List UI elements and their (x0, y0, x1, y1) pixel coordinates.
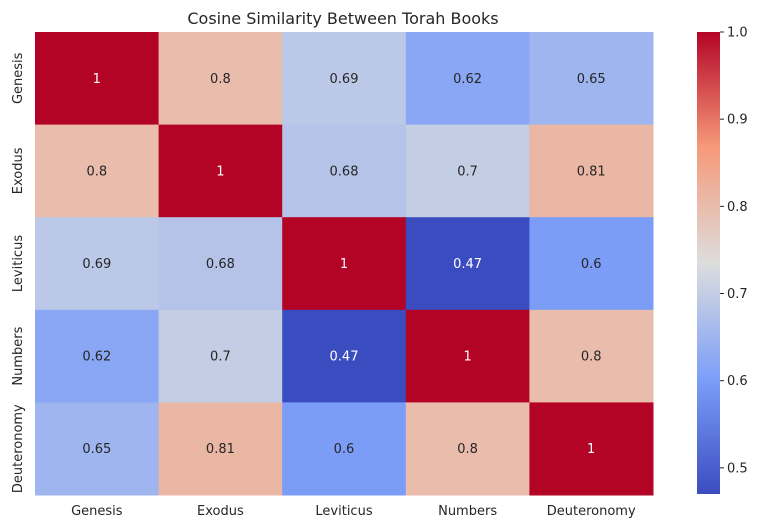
heatmap-cell (158, 217, 283, 311)
x-tick-label: Numbers (438, 504, 497, 519)
x-tick-label: Exodus (197, 504, 244, 519)
heatmap-cell (529, 309, 654, 403)
cell-value-label: 0.47 (453, 257, 482, 272)
heatmap-cell (282, 309, 407, 403)
y-tick-label: Deuteronomy (11, 404, 26, 493)
colorbar: 0.5 0.6 0.7 0.8 0.9 1.0 (697, 26, 748, 494)
cell-value-label: 0.8 (86, 164, 107, 179)
cell-value-label: 0.8 (210, 72, 231, 87)
heatmap-cell (405, 32, 530, 126)
cell-value-label: 0.81 (577, 164, 606, 179)
cell-value-label: 1 (463, 350, 471, 365)
colorbar-gradient (697, 32, 720, 494)
colorbar-tick-label: 0.5 (727, 461, 748, 476)
heatmap-cell (282, 124, 407, 218)
cell-value-label: 0.6 (334, 442, 355, 457)
heatmap-cell (282, 217, 407, 311)
cell-value-label: 0.69 (330, 72, 359, 87)
cell-value-label: 0.7 (210, 350, 231, 365)
cell-value-label: 0.65 (577, 72, 606, 87)
heatmap-cell (529, 402, 654, 496)
x-tick-label: Deuteronomy (547, 504, 636, 519)
y-tick-label: Leviticus (11, 235, 26, 292)
y-axis-ticks: Genesis Exodus Leviticus Numbers Deuteronomy (11, 52, 26, 493)
cell-value-label: 1 (93, 72, 101, 87)
cell-value-label: 1 (340, 257, 348, 272)
heatmap-cell (35, 309, 160, 403)
heatmap-cell (158, 32, 283, 126)
colorbar-tick-label: 0.8 (727, 200, 748, 215)
cell-value-label: 0.8 (581, 350, 602, 365)
cell-value-label: 0.69 (82, 257, 111, 272)
heatmap-cell (35, 217, 160, 311)
cell-value-label: 1 (216, 164, 224, 179)
cell-value-label: 0.62 (82, 350, 111, 365)
cell-value-label: 0.47 (330, 350, 359, 365)
heatmap-cell (158, 309, 283, 403)
heatmap-cell (529, 32, 654, 126)
y-tick-label: Exodus (11, 147, 26, 194)
heatmap-cell (158, 402, 283, 496)
colorbar-tick-label: 0.6 (727, 374, 748, 389)
heatmap-cell (35, 402, 160, 496)
cell-value-label: 0.6 (581, 257, 602, 272)
cell-value-label: 0.7 (457, 164, 478, 179)
cell-value-label: 0.65 (82, 442, 111, 457)
x-axis-ticks: Genesis Exodus Leviticus Numbers Deuteronomy (71, 504, 636, 519)
colorbar-tick-label: 0.7 (727, 287, 748, 302)
cell-value-label: 0.62 (453, 72, 482, 87)
cell-value-label: 1 (587, 442, 595, 457)
y-tick-label: Genesis (11, 52, 26, 104)
heatmap-cell (405, 309, 530, 403)
colorbar-tick-label: 1.0 (727, 26, 748, 41)
x-tick-label: Leviticus (315, 504, 372, 519)
heatmap-cells: 1 0.8 0.69 0.62 0.650.8 1 0.68 0.7 0.810.69 0.68 1… (35, 32, 654, 496)
heatmap-cell (35, 32, 160, 126)
heatmap-cell (282, 402, 407, 496)
heatmap-cell (35, 124, 160, 218)
heatmap-cell (158, 124, 283, 218)
cell-value-label: 0.68 (330, 164, 359, 179)
cell-value-label: 0.81 (206, 442, 235, 457)
chart-title: Cosine Similarity Between Torah Books (187, 9, 498, 28)
cell-value-label: 0.68 (206, 257, 235, 272)
heatmap-cell (529, 124, 654, 218)
heatmap-cell (529, 217, 654, 311)
heatmap-cell (282, 32, 407, 126)
heatmap-cell (405, 402, 530, 496)
cell-value-label: 0.8 (457, 442, 478, 457)
colorbar-tick-label: 0.9 (727, 113, 748, 128)
x-tick-label: Genesis (71, 504, 123, 519)
heatmap-cell (405, 217, 530, 311)
y-tick-label: Numbers (11, 326, 26, 385)
heatmap-cell (405, 124, 530, 218)
